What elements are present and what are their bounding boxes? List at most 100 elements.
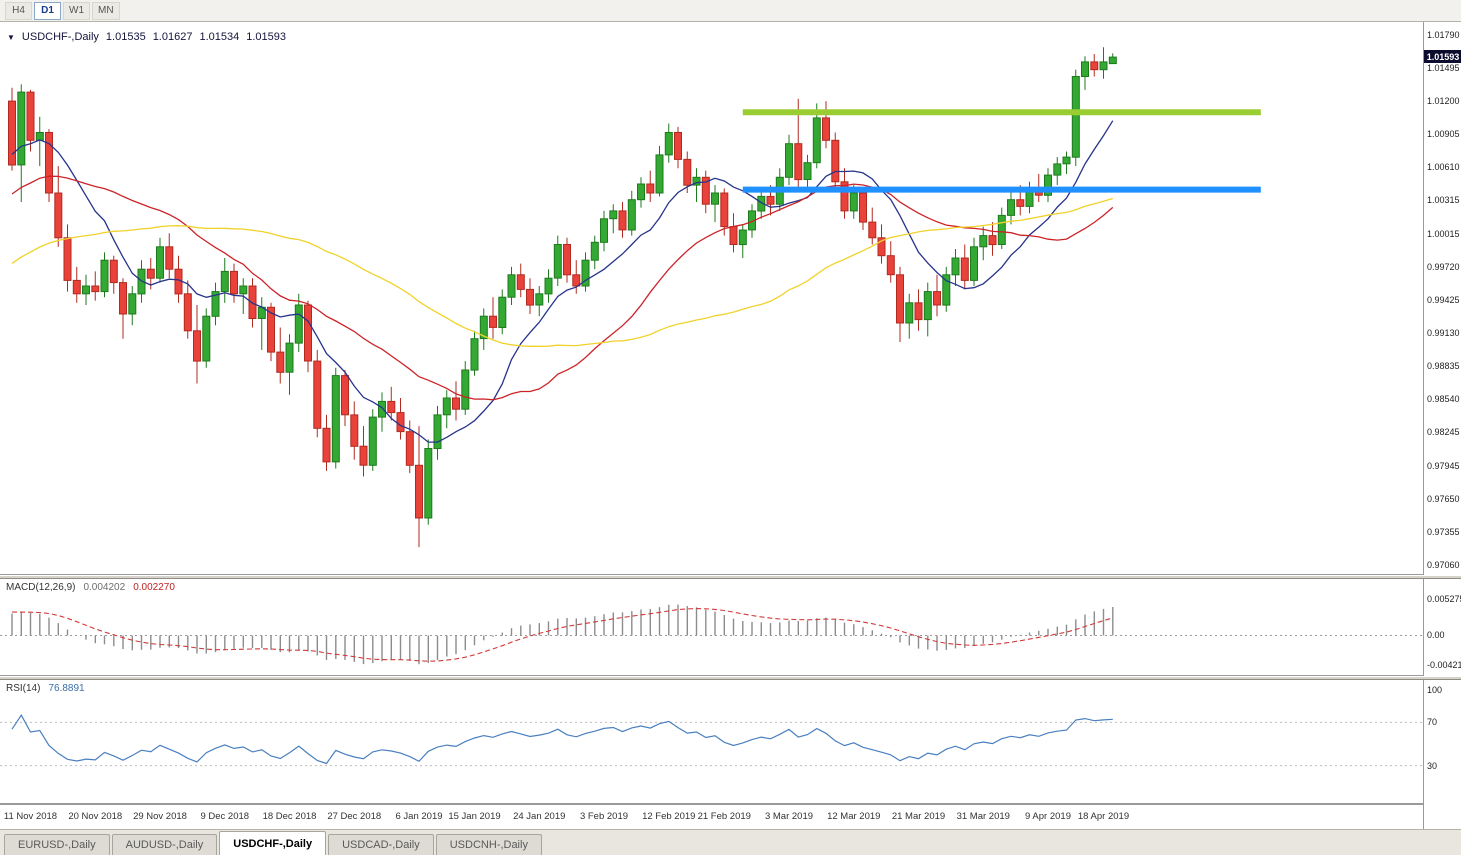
candle-down	[452, 397, 460, 410]
date-label: 12 Mar 2019	[827, 811, 881, 822]
candle-down	[8, 100, 16, 166]
candle-down	[396, 412, 405, 433]
candle-down	[868, 221, 877, 239]
candle-down	[72, 279, 81, 295]
candle-down	[720, 192, 729, 228]
price-tick-label: 1.01790	[1427, 30, 1460, 40]
timeframe-tab-h4[interactable]: H4	[5, 1, 32, 20]
candle-up	[1053, 163, 1062, 176]
chart-tab-audusd[interactable]: AUDUSD-,Daily	[111, 834, 218, 855]
candle-up	[970, 246, 978, 281]
candle-down	[146, 268, 155, 279]
candle-down	[840, 181, 849, 212]
macd-indicator-name: MACD(12,26,9)	[6, 582, 76, 593]
candle-up	[156, 246, 164, 279]
price-tick-label: 0.98245	[1427, 427, 1460, 438]
candle-up	[785, 143, 793, 178]
candle-down	[387, 400, 396, 414]
candle-down	[359, 445, 368, 466]
price-tick-label: 1.01200	[1427, 96, 1460, 107]
candle-up	[535, 293, 544, 306]
macd-signal-value: 0.002270	[133, 582, 175, 593]
macd-signal-line	[12, 608, 1113, 662]
candle-up	[637, 183, 645, 201]
date-label: 31 Mar 2019	[956, 811, 1010, 822]
candle-down	[516, 274, 525, 290]
candle-up	[942, 274, 951, 306]
main-chart-panel[interactable]: ▼ USDCHF-,Daily 1.01535 1.01627 1.01534 …	[0, 22, 1423, 575]
candle-up	[479, 315, 488, 340]
candle-up	[849, 192, 858, 212]
date-label: 6 Jan 2019	[395, 811, 443, 822]
candle-up	[803, 162, 812, 180]
chart-tab-eurusd[interactable]: EURUSD-,Daily	[4, 834, 110, 855]
candle-up	[17, 91, 26, 166]
date-label: 9 Dec 2018	[200, 811, 250, 822]
macd-tick-label: 0.00	[1427, 630, 1445, 641]
candle-down	[276, 351, 285, 373]
candlestick-canvas[interactable]	[0, 22, 1423, 575]
candle-up	[433, 414, 442, 449]
candle-up	[812, 117, 821, 164]
timeframe-tab-d1[interactable]: D1	[34, 1, 61, 20]
price-axis[interactable]: 1.01790 1.01495 1.01200 1.00905 1.00610 1.003…	[1423, 22, 1461, 829]
candle-up	[368, 416, 377, 466]
rsi-panel[interactable]: RSI(14) 76.8891	[0, 680, 1423, 804]
candle-down	[183, 293, 192, 332]
candle-down	[1016, 199, 1025, 207]
candle-up	[544, 277, 553, 295]
candle-up	[553, 244, 562, 279]
timeframe-tab-w1[interactable]: W1	[63, 1, 90, 20]
candle-down	[248, 285, 257, 319]
price-tick-label: 0.99720	[1427, 261, 1460, 272]
candle-up	[424, 448, 433, 519]
macd-main-value: 0.004202	[83, 582, 126, 593]
candle-down	[230, 270, 238, 295]
candle-up	[905, 302, 914, 324]
panel-splitter[interactable]	[0, 676, 1461, 680]
candle-up	[100, 259, 109, 293]
candle-down	[91, 285, 100, 293]
date-label: 29 Nov 2018	[133, 811, 187, 822]
rsi-line	[11, 714, 1113, 765]
date-label: 3 Mar 2019	[764, 811, 814, 822]
rsi-tick-label: 70	[1427, 717, 1438, 728]
chart-tab-usdcad[interactable]: USDCAD-,Daily	[328, 834, 434, 855]
candle-down	[896, 274, 904, 324]
candle-up	[442, 397, 451, 416]
candle-up	[331, 375, 340, 463]
candle-down	[165, 246, 174, 270]
candle-down	[350, 414, 359, 447]
candle-down	[766, 195, 775, 205]
price-tick-label: 1.00315	[1427, 195, 1460, 206]
candle-down	[933, 291, 941, 306]
candle-up	[738, 229, 747, 246]
date-label: 21 Feb 2019	[697, 811, 751, 822]
candle-up	[1108, 56, 1117, 65]
timeframe-tab-mn[interactable]: MN	[92, 1, 120, 20]
candle-down	[489, 315, 497, 328]
candle-up	[294, 304, 303, 344]
symbol-dropdown-icon[interactable]: ▼	[7, 32, 15, 42]
candle-down	[63, 237, 72, 281]
chart-tab-usdcnh[interactable]: USDCNH-,Daily	[435, 834, 542, 855]
price-tick-label: 1.00015	[1427, 228, 1460, 239]
rsi-canvas[interactable]	[0, 680, 1423, 804]
price-tick-label: 0.99425	[1427, 295, 1460, 305]
price-tick-label: 0.98835	[1427, 361, 1460, 372]
price-tick-label: 1.00610	[1427, 162, 1460, 173]
time-axis[interactable]: 11 Nov 2018 20 Nov 2018 29 Nov 2018 9 Dec 2…	[0, 804, 1423, 829]
panel-splitter[interactable]	[0, 575, 1461, 579]
candle-up	[627, 199, 636, 231]
chart-tab-usdchf[interactable]: USDCHF-,Daily	[219, 831, 327, 855]
rsi-value: 76.8891	[48, 683, 85, 694]
date-label: 20 Nov 2018	[68, 811, 123, 822]
candle-down	[563, 244, 571, 276]
candle-down	[415, 464, 423, 519]
macd-panel[interactable]: MACD(12,26,9) 0.004202 0.002270	[0, 579, 1423, 676]
macd-canvas[interactable]	[0, 579, 1423, 676]
candle-down	[54, 192, 63, 239]
candle-down	[877, 237, 886, 257]
candle-down	[26, 91, 35, 141]
candle-up	[581, 259, 590, 287]
